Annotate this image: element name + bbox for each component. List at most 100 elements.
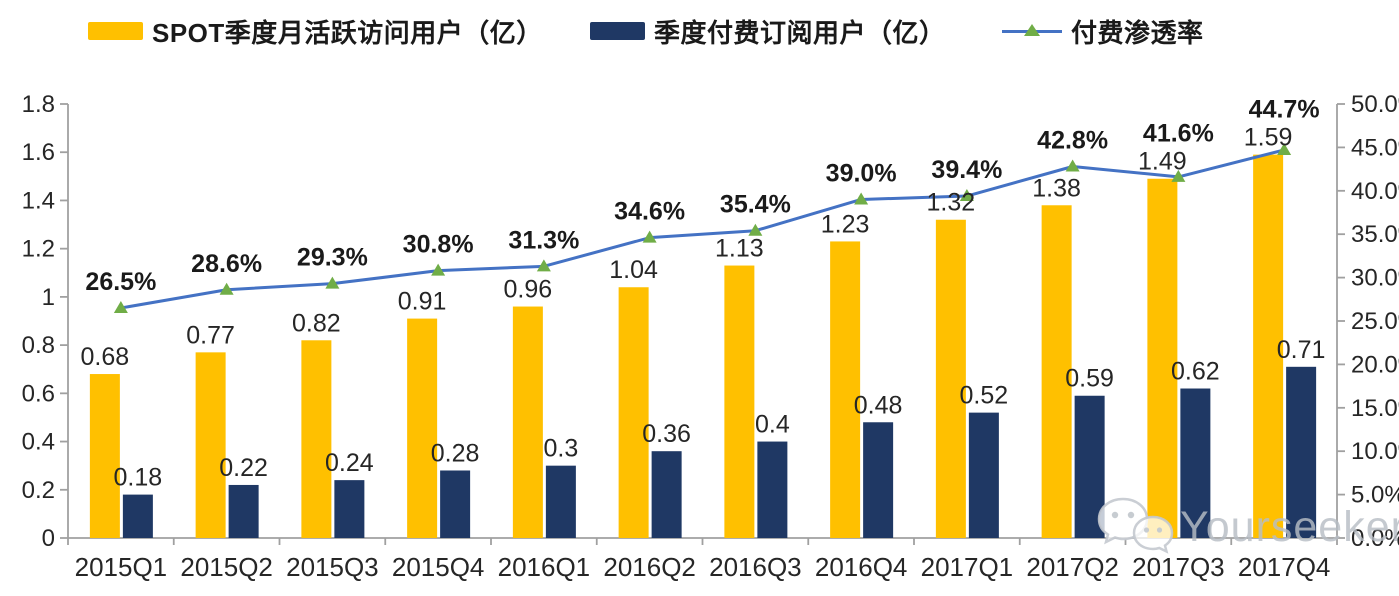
subscriber-bar xyxy=(757,441,788,538)
penetration-marker xyxy=(959,189,974,202)
subscriber-bar-label: 0.48 xyxy=(854,391,903,419)
mau-bar-label: 0.96 xyxy=(504,276,553,304)
mau-bar xyxy=(935,219,966,538)
legend-item-mau: SPOT季度月活跃访问用户（亿） xyxy=(88,16,543,48)
penetration-label: 30.8% xyxy=(403,231,474,259)
penetration-marker xyxy=(854,192,869,205)
penetration-marker xyxy=(1277,143,1292,156)
subscriber-bar-label: 0.18 xyxy=(114,464,163,492)
x-axis-category-label: 2016Q1 xyxy=(498,552,591,582)
right-axis-tick-label: 35.0% xyxy=(1351,221,1399,248)
mau-bar-label: 0.82 xyxy=(292,309,341,337)
penetration-label: 41.6% xyxy=(1143,120,1214,148)
subscriber-bar xyxy=(334,480,365,538)
mau-swatch-icon xyxy=(88,22,143,40)
penetration-marker xyxy=(219,282,234,295)
subscriber-bar xyxy=(1180,388,1211,538)
x-axis-category-label: 2015Q3 xyxy=(286,552,379,582)
mau-bar xyxy=(512,306,543,538)
mau-bar xyxy=(89,374,120,538)
right-axis-tick-label: 30.0% xyxy=(1351,265,1399,292)
subscriber-bar xyxy=(1286,366,1317,538)
left-axis-tick-label: 1.2 xyxy=(22,236,55,263)
right-axis-tick-label: 25.0% xyxy=(1351,308,1399,335)
mau-bar xyxy=(195,352,226,538)
mau-bar-label: 1.38 xyxy=(1032,174,1081,202)
subscriber-bar-label: 0.4 xyxy=(755,411,790,439)
penetration-label: 44.7% xyxy=(1249,96,1320,124)
mau-bar-label: 1.13 xyxy=(715,235,764,263)
penetration-marker xyxy=(642,230,657,243)
penetration-marker xyxy=(1065,159,1080,172)
penetration-line-swatch-icon xyxy=(1002,22,1062,40)
subscriber-bar-label: 0.3 xyxy=(543,435,578,463)
x-axis-category-label: 2017Q3 xyxy=(1132,552,1225,582)
subscriber-swatch-icon xyxy=(590,22,645,40)
x-axis-category-label: 2017Q1 xyxy=(921,552,1014,582)
mau-bar xyxy=(618,287,649,538)
subscriber-bar xyxy=(651,451,682,538)
mau-bar-label: 1.32 xyxy=(927,189,976,217)
subscriber-bar xyxy=(863,422,894,538)
right-axis-tick-label: 5.0% xyxy=(1351,482,1399,509)
penetration-marker xyxy=(748,223,763,236)
penetration-label: 39.4% xyxy=(931,156,1002,184)
mau-bar-label: 1.49 xyxy=(1138,148,1187,176)
penetration-label: 29.3% xyxy=(297,244,368,272)
mau-bar-label: 1.04 xyxy=(609,256,658,284)
x-axis-category-label: 2015Q4 xyxy=(392,552,485,582)
penetration-label: 34.6% xyxy=(614,198,685,226)
mau-bar-label: 0.91 xyxy=(398,288,447,316)
mau-bar-label: 1.23 xyxy=(821,210,870,238)
subscriber-bar xyxy=(440,470,471,538)
left-axis-tick-label: 0.4 xyxy=(22,429,55,456)
x-axis-category-label: 2017Q2 xyxy=(1026,552,1119,582)
mau-bar-label: 0.77 xyxy=(186,321,235,349)
mau-bar xyxy=(1147,178,1178,538)
x-axis-category-label: 2016Q2 xyxy=(603,552,696,582)
subscriber-bar-label: 0.71 xyxy=(1277,336,1326,364)
subscriber-bar-label: 0.28 xyxy=(431,439,480,467)
left-axis-tick-label: 0 xyxy=(42,525,55,552)
penetration-label: 42.8% xyxy=(1037,126,1108,154)
left-axis-tick-label: 1 xyxy=(42,284,55,311)
subscriber-bar-label: 0.59 xyxy=(1065,365,1114,393)
mau-bar xyxy=(724,265,755,538)
penetration-marker xyxy=(113,300,128,313)
x-axis-category-label: 2016Q3 xyxy=(709,552,802,582)
x-axis-category-label: 2015Q2 xyxy=(180,552,273,582)
right-axis-tick-label: 0.0% xyxy=(1351,525,1399,552)
x-axis-category-label: 2016Q4 xyxy=(815,552,908,582)
left-axis-tick-label: 1.4 xyxy=(22,187,55,214)
legend-label-penetration: 付费渗透率 xyxy=(1071,17,1204,48)
penetration-marker xyxy=(325,276,340,289)
subscriber-bar xyxy=(122,494,153,538)
x-axis-category-label: 2015Q1 xyxy=(75,552,168,582)
left-axis-tick-label: 0.6 xyxy=(22,380,55,407)
right-axis-tick-label: 20.0% xyxy=(1351,351,1399,378)
mau-bar-label: 1.59 xyxy=(1244,124,1293,152)
penetration-label: 26.5% xyxy=(85,268,156,296)
right-axis-tick-label: 15.0% xyxy=(1351,395,1399,422)
triangle-marker-icon xyxy=(1024,24,1040,36)
subscriber-bar-label: 0.24 xyxy=(325,449,374,477)
penetration-line xyxy=(120,148,1285,310)
penetration-label: 35.4% xyxy=(720,191,791,219)
penetration-label: 31.3% xyxy=(508,226,579,254)
penetration-marker xyxy=(431,263,446,276)
penetration-marker xyxy=(536,259,551,272)
subscriber-bar xyxy=(545,465,576,538)
left-axis-tick-label: 0.2 xyxy=(22,477,55,504)
right-axis-tick-label: 40.0% xyxy=(1351,178,1399,205)
subscriber-bar-label: 0.36 xyxy=(642,420,691,448)
legend-item-subscribers: 季度付费订阅用户（亿） xyxy=(590,16,946,48)
penetration-label: 28.6% xyxy=(191,250,262,278)
subscriber-bar xyxy=(228,484,259,538)
subscriber-bar xyxy=(1074,395,1105,538)
subscriber-bar-label: 0.22 xyxy=(219,454,268,482)
subscriber-bar xyxy=(968,412,999,538)
mau-bar xyxy=(407,318,438,538)
right-axis-tick-label: 50.0% xyxy=(1351,91,1399,118)
legend-label-subscribers: 季度付费订阅用户（亿） xyxy=(654,17,946,48)
